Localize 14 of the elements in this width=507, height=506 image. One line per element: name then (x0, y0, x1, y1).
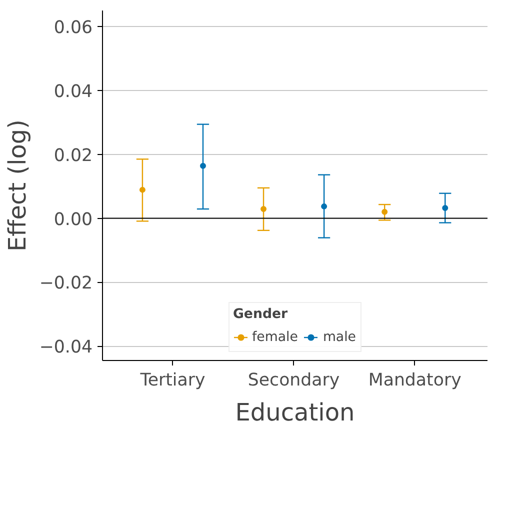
x-tick-label: Secondary (248, 370, 340, 390)
y-tick-label: 0.02 (54, 146, 93, 166)
y-tick-label: 0.00 (54, 210, 93, 230)
x-tick-label: Tertiary (139, 370, 206, 390)
y-tick-label: −0.04 (39, 338, 93, 358)
x-tick-label: Mandatory (368, 370, 462, 390)
y-axis-title: Effect (log) (3, 119, 32, 252)
y-tick-label: 0.04 (54, 82, 93, 102)
legend-label: female (252, 330, 298, 344)
y-tick-label: 0.06 (54, 18, 93, 38)
legend-title: Gender (232, 307, 289, 322)
y-tick-label: −0.02 (39, 274, 93, 294)
legend-label: male (322, 330, 356, 344)
x-axis-title: Education (235, 398, 355, 426)
